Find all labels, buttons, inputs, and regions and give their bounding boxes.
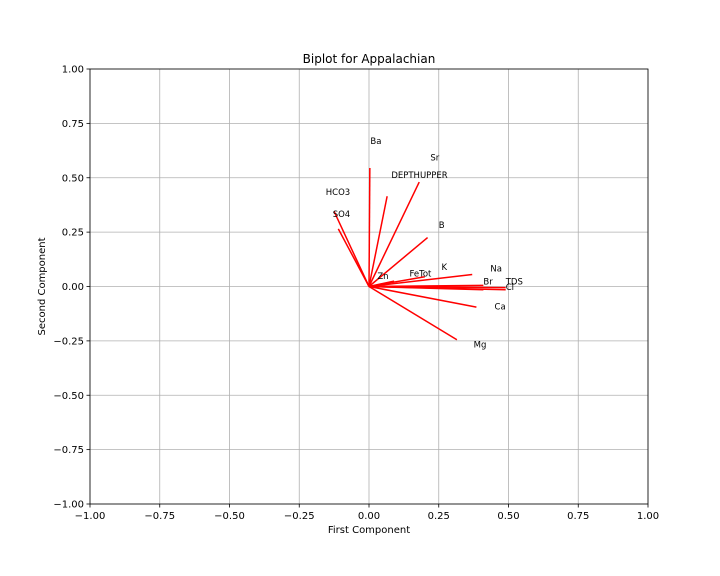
vector-label-ca: Ca <box>495 302 506 312</box>
y-tick-label: 1.00 <box>62 65 84 76</box>
loading-vectors <box>333 167 506 341</box>
x-axis-label: First Component <box>328 525 410 536</box>
y-tick-label: 0.75 <box>62 119 84 130</box>
variable-labels: Ba Sr DEPTHUPPER HCO3 SO4 B Zn FeTot K Na Br TDSClC… <box>326 137 523 350</box>
vector-label-so4: SO4 <box>333 210 351 220</box>
vector-label-fetot: FeTot <box>409 270 432 280</box>
y-tick-label: −1.00 <box>53 500 84 511</box>
vector-label-mg: Mg <box>474 340 487 350</box>
y-tick-label: 0.00 <box>62 282 84 293</box>
vector-label-br: Br <box>483 277 493 287</box>
vector-depthupper <box>368 181 420 287</box>
vector-label-k: K <box>442 263 448 273</box>
vector-label-hco3: HCO3 <box>326 188 350 198</box>
y-tick-label: 0.50 <box>62 173 84 184</box>
y-axis-label: Second Component <box>37 237 48 335</box>
x-tick-label: 0.50 <box>497 511 519 522</box>
x-tick-label: 1.00 <box>637 511 659 522</box>
x-tick-label: −1.00 <box>75 511 106 522</box>
x-tick-label: 0.00 <box>358 511 380 522</box>
y-tick-label: 0.25 <box>62 228 84 239</box>
vector-label-na: Na <box>490 264 502 274</box>
vector-ca <box>368 285 477 308</box>
vector-label-ba: Ba <box>370 137 381 147</box>
x-tick-label: −0.50 <box>214 511 245 522</box>
x-tick-label: 0.75 <box>567 511 589 522</box>
vector-label-sr: Sr <box>430 153 439 163</box>
vector-label-depthupper: DEPTHUPPER <box>391 171 447 181</box>
x-tick-label: −0.75 <box>144 511 175 522</box>
vector-label-tds: TDS <box>505 277 523 287</box>
axis-ticks: −1.00 −0.75 −0.50 −0.25 0.00 0.25 0.50 0.75 1.00… <box>53 65 659 523</box>
x-tick-label: −0.25 <box>284 511 315 522</box>
chart-title: Biplot for Appalachian <box>303 52 436 66</box>
vector-ba <box>368 167 371 287</box>
y-tick-label: −0.25 <box>53 336 84 347</box>
vector-label-zn: Zn <box>377 272 388 282</box>
vector-label-b: B <box>439 221 445 231</box>
x-tick-label: 0.25 <box>428 511 450 522</box>
vector-label-cl: Cl <box>506 283 514 293</box>
vector-cl <box>368 285 506 291</box>
vector-k <box>368 273 473 288</box>
vector-b <box>368 236 429 288</box>
y-tick-label: −0.50 <box>53 391 84 402</box>
vector-mg <box>368 285 458 341</box>
vector-so4 <box>337 228 370 287</box>
vector-sr <box>368 196 388 287</box>
y-tick-label: −0.75 <box>53 445 84 456</box>
